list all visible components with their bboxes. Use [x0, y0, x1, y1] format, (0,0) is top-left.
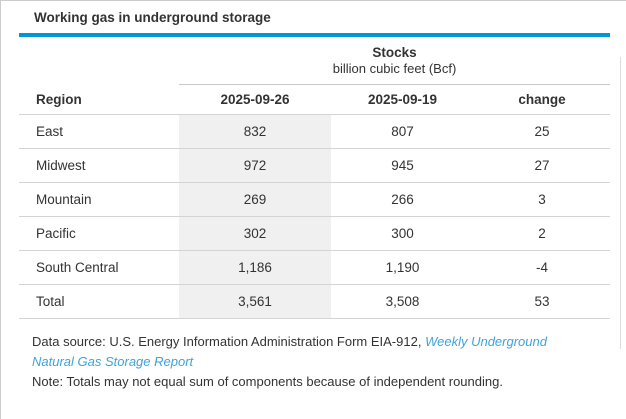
table-row-mountain: Mountain 269 266 3 — [19, 182, 610, 217]
stock-previous-cell: 300 — [331, 216, 474, 251]
region-cell: Total — [19, 284, 179, 319]
stock-previous-cell: 945 — [331, 148, 474, 183]
table-row-total: Total 3,561 3,508 53 — [19, 284, 610, 319]
table-row-pacific: Pacific 302 300 2 — [19, 216, 610, 251]
table-row-midwest: Midwest 972 945 27 — [19, 148, 610, 183]
stock-current-cell: 269 — [179, 182, 331, 217]
column-header-date-previous: 2025-09-19 — [331, 84, 474, 115]
change-cell: 53 — [474, 284, 610, 319]
footer-notes: Data source: U.S. Energy Information Adm… — [32, 332, 588, 392]
storage-table: Stocks billion cubic feet (Bcf) Region 2… — [19, 37, 610, 319]
region-cell: Pacific — [19, 216, 179, 251]
table-edge-line — [620, 57, 621, 349]
change-cell: 3 — [474, 182, 610, 217]
group-header-cell: Stocks billion cubic feet (Bcf) — [179, 37, 610, 85]
column-header-change: change — [474, 84, 610, 115]
table-row-east: East 832 807 25 — [19, 114, 610, 149]
region-cell: Mountain — [19, 182, 179, 217]
data-source-text: Data source: U.S. Energy Information Adm… — [32, 334, 422, 349]
change-cell: 27 — [474, 148, 610, 183]
stock-current-cell: 1,186 — [179, 250, 331, 285]
change-cell: 25 — [474, 114, 610, 149]
region-cell: Midwest — [19, 148, 179, 183]
group-header-subtitle: billion cubic feet (Bcf) — [332, 61, 457, 76]
group-header-title: Stocks — [372, 45, 417, 60]
change-cell: -4 — [474, 250, 610, 285]
column-header-date-current: 2025-09-26 — [179, 84, 331, 115]
change-cell: 2 — [474, 216, 610, 251]
region-cell: East — [19, 114, 179, 149]
stock-current-cell: 302 — [179, 216, 331, 251]
stock-previous-cell: 807 — [331, 114, 474, 149]
stock-current-cell: 832 — [179, 114, 331, 149]
title-accent-rule — [19, 33, 610, 37]
stock-previous-cell: 3,508 — [331, 284, 474, 319]
column-header-row: Region 2025-09-26 2025-09-19 change — [19, 84, 610, 115]
group-header-spacer — [19, 37, 179, 85]
stock-previous-cell: 1,190 — [331, 250, 474, 285]
data-source-note: Data source: U.S. Energy Information Adm… — [32, 332, 588, 372]
page-title: Working gas in underground storage — [34, 10, 271, 25]
group-header-row: Stocks billion cubic feet (Bcf) — [19, 37, 610, 85]
stock-previous-cell: 266 — [331, 182, 474, 217]
stock-current-cell: 972 — [179, 148, 331, 183]
table-row-south-central: South Central 1,186 1,190 -4 — [19, 250, 610, 285]
report-link[interactable]: Weekly Underground Natural Gas Storage R… — [32, 334, 547, 369]
rounding-note: Note: Totals may not equal sum of compon… — [32, 374, 503, 389]
column-header-region: Region — [19, 84, 179, 115]
stock-current-cell: 3,561 — [179, 284, 331, 319]
region-cell: South Central — [19, 250, 179, 285]
